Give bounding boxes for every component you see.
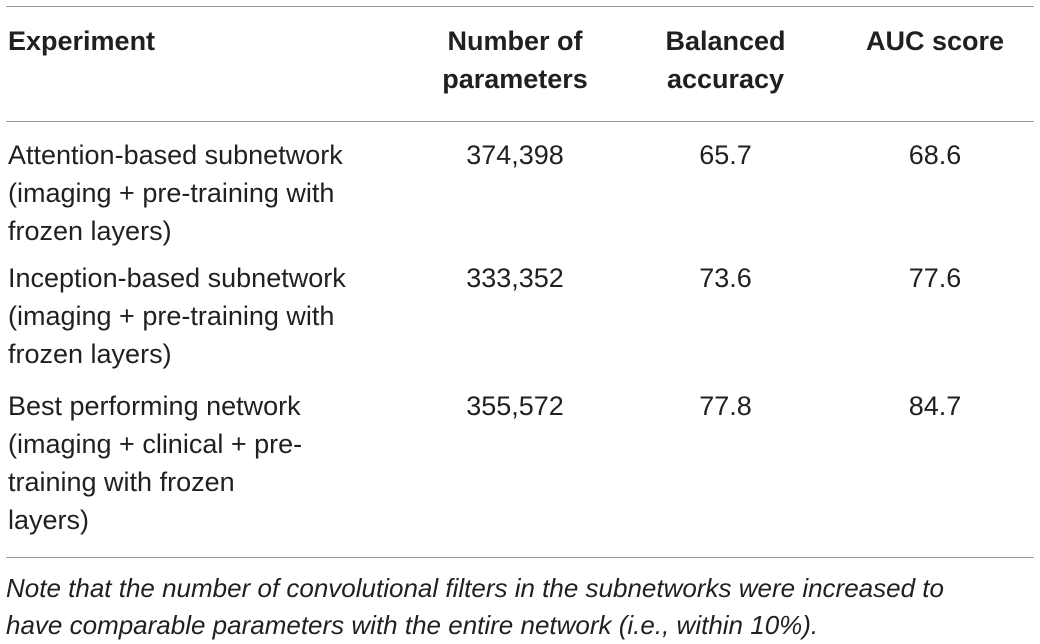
auc-cell: 68.6 xyxy=(908,140,962,170)
balanced-accuracy-cell: 77.8 xyxy=(699,391,752,421)
parameters-cell: 333,352 xyxy=(466,263,564,293)
experiment-cell: Inception-based subnetwork (imaging + pr… xyxy=(8,263,346,369)
balanced-accuracy-cell: 73.6 xyxy=(699,263,752,293)
balanced-accuracy-cell: 65.7 xyxy=(699,140,752,170)
table-top-rule xyxy=(6,6,1034,7)
header-auc-score: AUC score xyxy=(865,26,1005,56)
experiment-cell: Attention-based subnetwork (imaging + pr… xyxy=(8,140,343,246)
experiment-cell: Best performing network (imaging + clini… xyxy=(8,391,303,535)
header-number-of-parameters: Number of parameters xyxy=(442,26,588,94)
parameters-cell: 374,398 xyxy=(466,140,564,170)
header-experiment: Experiment xyxy=(8,26,156,56)
auc-cell: 77.6 xyxy=(908,263,962,293)
parameters-cell: 355,572 xyxy=(466,391,564,421)
table-bottom-rule xyxy=(6,557,1034,558)
table-header-rule xyxy=(6,121,1034,122)
header-balanced-accuracy: Balanced accuracy xyxy=(665,26,786,94)
table-footnote: Note that the number of convolutional fi… xyxy=(6,573,944,640)
auc-cell: 84.7 xyxy=(908,391,962,421)
